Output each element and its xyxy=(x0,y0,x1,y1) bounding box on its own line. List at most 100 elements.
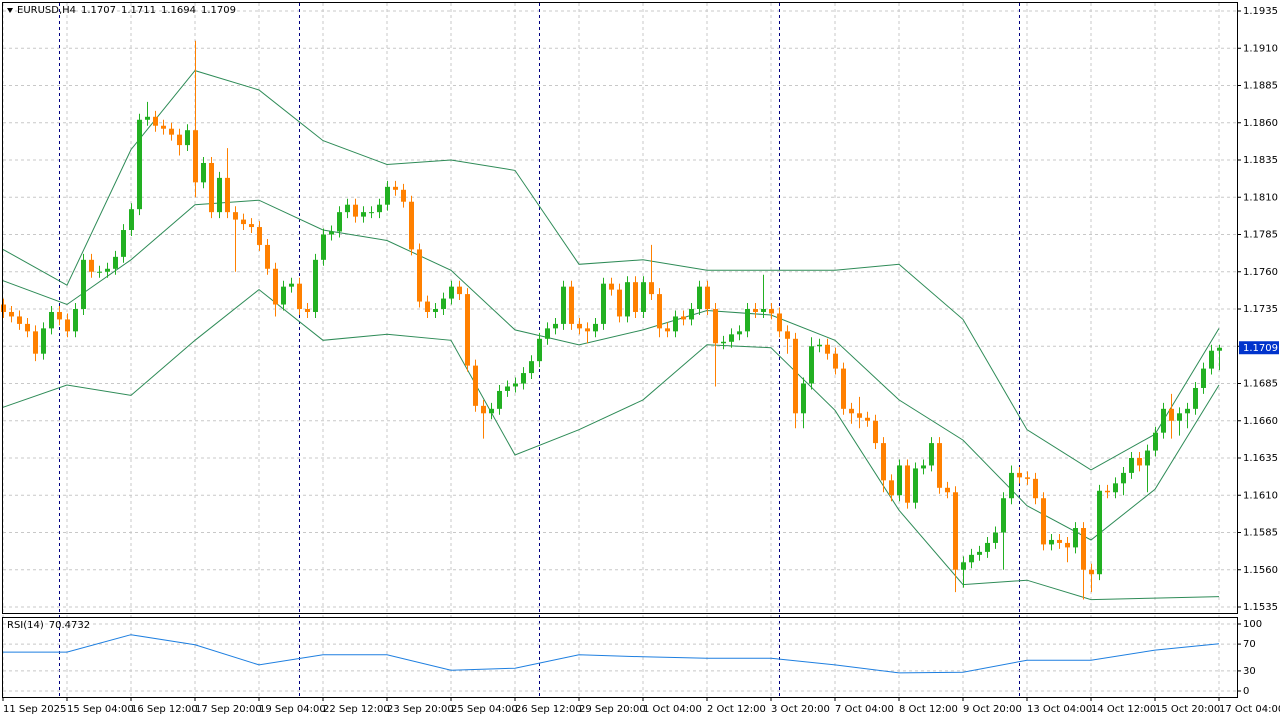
candle-body xyxy=(585,328,590,332)
y-tick-label: 70 xyxy=(1243,639,1256,650)
candle-body xyxy=(241,219,246,225)
x-tick-label: 15 Oct 20:00 xyxy=(1155,704,1220,715)
candle-body xyxy=(617,289,622,317)
candle-body xyxy=(377,204,382,213)
candle-body xyxy=(985,542,990,552)
candle-body xyxy=(865,417,870,421)
candle-body xyxy=(697,286,702,309)
x-tick-label: 17 Oct 04:00 xyxy=(1219,704,1280,715)
candle-body xyxy=(769,309,774,314)
candle-body xyxy=(1041,498,1046,545)
candle-body xyxy=(1185,408,1190,414)
candle-body xyxy=(705,286,710,309)
x-tick-label: 16 Sep 12:00 xyxy=(131,704,198,715)
candle-body xyxy=(889,480,894,496)
candle-body xyxy=(529,361,534,374)
candle-body xyxy=(177,134,182,146)
candle-body xyxy=(513,383,518,387)
rsi-value: 70.4732 xyxy=(48,620,91,631)
candle-body xyxy=(809,346,814,384)
candle-body xyxy=(353,204,358,217)
candle-body xyxy=(1209,350,1214,369)
x-tick-label: 26 Sep 12:00 xyxy=(515,704,582,715)
candle-body xyxy=(561,286,566,324)
candle-body xyxy=(1121,472,1126,484)
price-tag-label: 1.1709 xyxy=(1243,343,1278,354)
candle-body xyxy=(497,390,502,409)
candle-body xyxy=(761,309,766,312)
high-value: 1.1711 xyxy=(121,5,157,16)
candle-body xyxy=(945,487,950,493)
candle-body xyxy=(465,294,470,366)
candle-body xyxy=(721,341,726,344)
candle-body xyxy=(1033,478,1038,499)
candle-body xyxy=(65,319,70,332)
candle-body xyxy=(1049,539,1054,545)
y-tick-label: 1.1910 xyxy=(1243,43,1278,54)
candle-body xyxy=(97,271,102,273)
candle-body xyxy=(1153,432,1158,451)
price-tag xyxy=(1239,341,1279,355)
candle-body xyxy=(553,323,558,329)
rsi-frame xyxy=(2,617,1238,698)
candle-body xyxy=(1201,368,1206,388)
candle-body xyxy=(857,413,862,418)
candle-body xyxy=(233,212,238,220)
candle-body xyxy=(1065,542,1070,548)
candle-body xyxy=(1161,408,1166,433)
y-tick-label: 100 xyxy=(1243,619,1262,630)
x-tick-label: 2 Oct 12:00 xyxy=(707,704,766,715)
candle-body xyxy=(217,177,222,213)
menu-triangle[interactable] xyxy=(7,8,13,13)
y-tick-label: 1.1810 xyxy=(1243,192,1278,203)
y-tick-label: 1.1535 xyxy=(1243,602,1278,613)
candle-body xyxy=(1057,539,1062,543)
x-tick-label: 9 Oct 20:00 xyxy=(963,704,1022,715)
y-tick-label: 1.1660 xyxy=(1243,416,1278,427)
x-tick-label: 13 Oct 04:00 xyxy=(1027,704,1092,715)
candle-body xyxy=(1129,458,1134,473)
candle-body xyxy=(993,532,998,543)
candle-body xyxy=(593,323,598,332)
candle-body xyxy=(657,294,662,329)
x-tick-label: 3 Oct 20:00 xyxy=(771,704,830,715)
candle-body xyxy=(793,338,798,414)
candle-body xyxy=(1177,413,1182,421)
candle-body xyxy=(737,331,742,335)
candle-body xyxy=(113,256,118,269)
candle-body xyxy=(441,298,446,309)
candle-body xyxy=(969,554,974,563)
y-tick-label: 30 xyxy=(1243,666,1256,677)
candle-body xyxy=(601,283,606,324)
candle-body xyxy=(281,286,286,305)
candle-body xyxy=(825,344,830,354)
bollinger-band xyxy=(2,288,1220,601)
candle-body xyxy=(673,316,678,332)
candle-body xyxy=(1025,477,1030,479)
candle-body xyxy=(273,268,278,305)
candle-body xyxy=(745,309,750,332)
candle-body xyxy=(609,283,614,290)
candle-body xyxy=(1009,472,1014,499)
x-tick-label: 14 Oct 12:00 xyxy=(1091,704,1156,715)
candle-body xyxy=(873,420,878,444)
candle-body xyxy=(633,282,638,312)
candle-body xyxy=(729,334,734,342)
candle-body xyxy=(481,405,486,414)
candle-body xyxy=(569,286,574,324)
candle-body xyxy=(521,373,526,384)
bollinger-band xyxy=(2,70,1220,471)
symbol: EURUSD,H4 xyxy=(17,5,77,16)
candle-body xyxy=(321,234,326,260)
candle-body xyxy=(369,212,374,214)
x-tick-label: 29 Sep 20:00 xyxy=(579,704,646,715)
candle-body xyxy=(713,309,718,344)
candle-body xyxy=(129,209,134,231)
candle-body xyxy=(385,186,390,205)
y-tick-label: 1.1735 xyxy=(1243,304,1278,315)
candle-body xyxy=(33,331,38,354)
x-tick-label: 11 Sep 2025 xyxy=(3,704,66,715)
candle-body xyxy=(401,189,406,202)
candle-body xyxy=(1145,450,1150,466)
